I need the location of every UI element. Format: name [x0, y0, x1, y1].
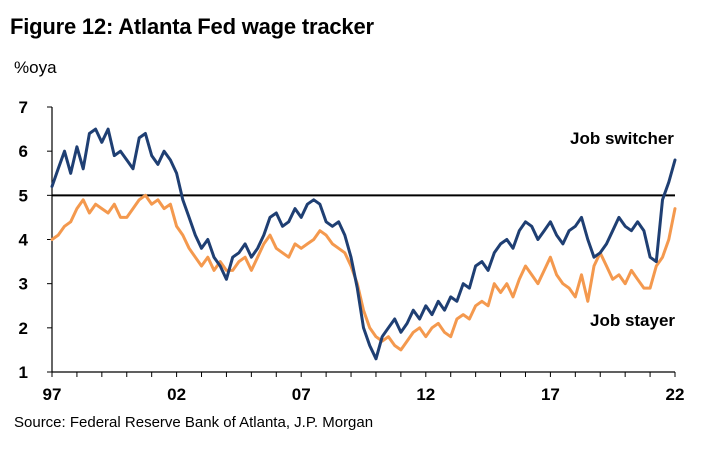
series-line-job-switcher [50, 127, 677, 361]
x-tick-label: 12 [416, 385, 435, 404]
x-tick-label: 97 [43, 385, 62, 404]
y-tick-label: 1 [19, 363, 28, 382]
x-tick-label: 17 [541, 385, 560, 404]
x-tick-label: 02 [167, 385, 186, 404]
series-label-job-switcher: Job switcher [570, 129, 674, 148]
chart-title: Figure 12: Atlanta Fed wage tracker [10, 14, 374, 39]
y-tick-label: 5 [19, 186, 28, 205]
source-note: Source: Federal Reserve Bank of Atlanta,… [14, 414, 374, 431]
series-lines [50, 127, 677, 361]
y-tick-label: 6 [19, 142, 28, 161]
series-line-job-stayer [50, 193, 677, 352]
series-labels: Job switcher Job stayer [570, 129, 675, 330]
y-tick-label: 2 [19, 319, 28, 338]
y-tick-label: 4 [19, 231, 29, 250]
y-tick-label: 7 [19, 98, 28, 117]
x-tick-label: 22 [666, 385, 685, 404]
y-tick-label: 3 [19, 275, 28, 294]
unit-label: %oya [14, 58, 57, 77]
series-label-job-stayer: Job stayer [590, 311, 675, 330]
x-tick-label: 07 [292, 385, 311, 404]
